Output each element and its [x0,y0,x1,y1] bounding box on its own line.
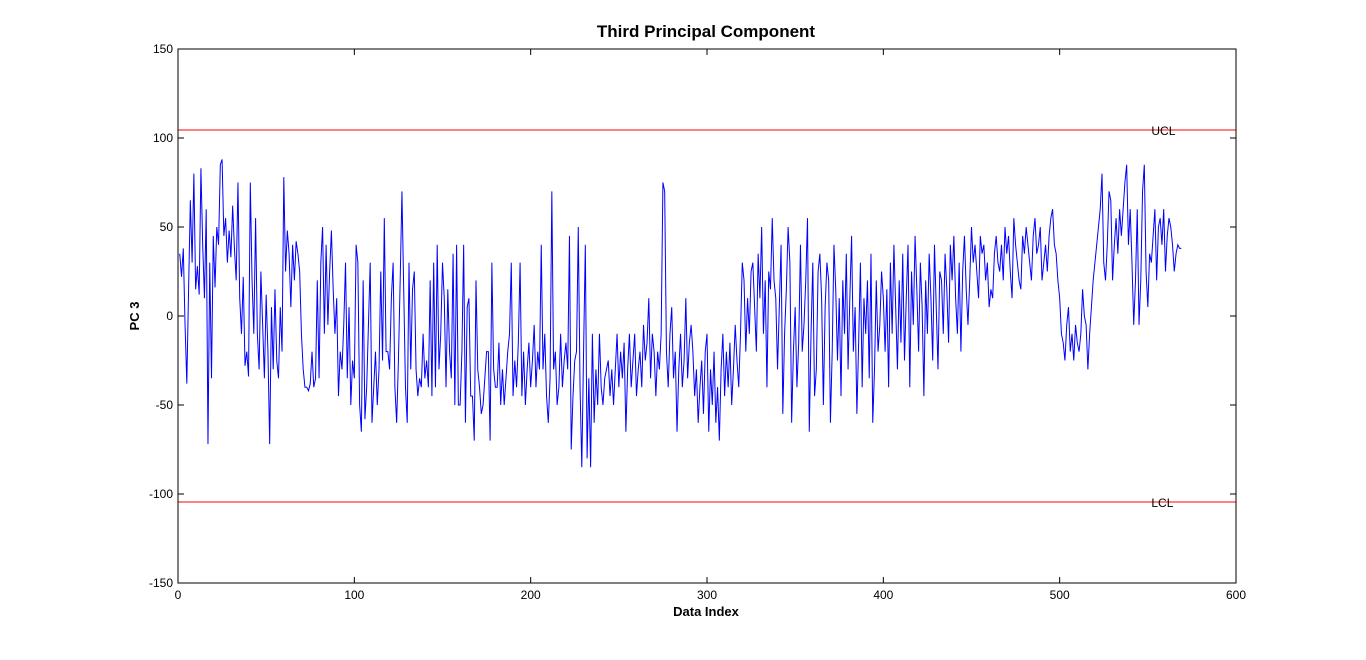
x-tick-label: 0 [175,588,182,602]
x-tick-label: 600 [1226,588,1246,602]
lcl-label: LCL [1151,496,1173,510]
x-tick-label: 200 [521,588,541,602]
x-axis-title: Data Index [673,604,740,619]
x-axis: 0 100 200 300 400 500 600 [175,49,1246,602]
x-tick-label: 300 [697,588,717,602]
y-tick-label: 50 [160,220,174,234]
y-tick-label: -100 [149,487,173,501]
y-axis-title: PC 3 [127,302,142,331]
chart-title: Third Principal Component [597,22,816,41]
y-tick-label: 0 [166,309,173,323]
plot-area [178,49,1236,583]
y-tick-label: -150 [149,576,173,590]
y-tick-label: -50 [156,398,174,412]
y-tick-label: 100 [153,131,173,145]
ucl-label: UCL [1151,124,1175,138]
control-limits: UCL LCL [178,124,1236,510]
series-layer [179,159,1182,468]
x-tick-label: 100 [344,588,364,602]
x-tick-label: 400 [873,588,893,602]
x-tick-label: 500 [1050,588,1070,602]
y-axis: 150 100 50 0 -50 -100 -150 [149,42,1236,590]
y-tick-label: 150 [153,42,173,56]
series-line-pc3 [179,159,1182,468]
